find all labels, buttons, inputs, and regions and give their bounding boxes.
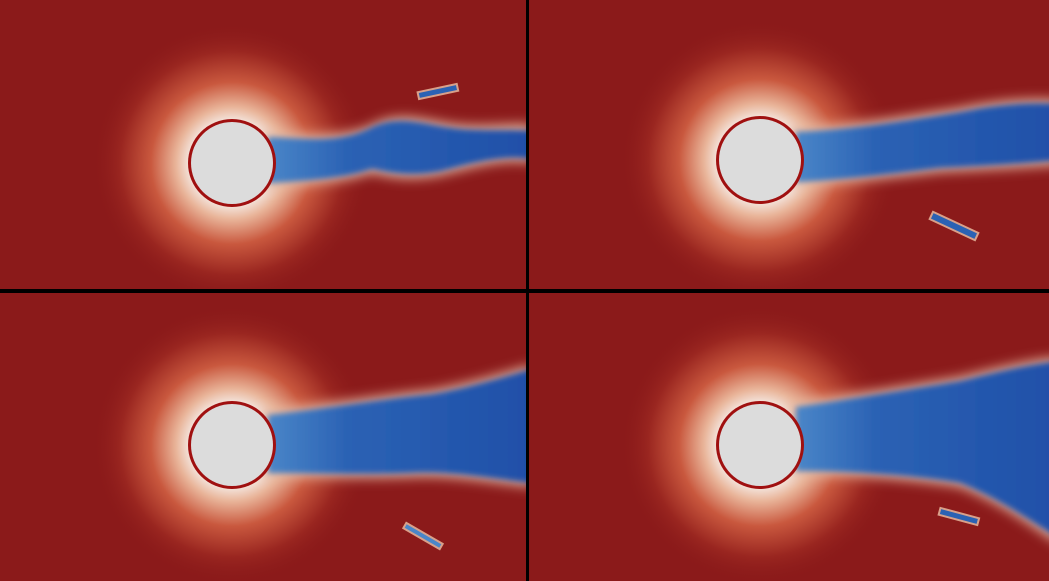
panel xyxy=(529,0,1049,289)
wake xyxy=(796,103,1049,182)
wake xyxy=(268,120,526,183)
wake xyxy=(268,370,526,483)
vortex xyxy=(928,210,980,242)
panel xyxy=(529,293,1049,581)
cylinder xyxy=(719,404,801,486)
panel xyxy=(0,293,526,581)
panel xyxy=(0,0,526,289)
divider xyxy=(0,289,1049,293)
vortex xyxy=(401,521,445,551)
vortex xyxy=(937,506,981,527)
vortex xyxy=(416,82,460,101)
wake xyxy=(796,362,1049,533)
cylinder xyxy=(191,404,273,486)
cylinder xyxy=(191,122,273,204)
cylinder xyxy=(719,119,801,201)
